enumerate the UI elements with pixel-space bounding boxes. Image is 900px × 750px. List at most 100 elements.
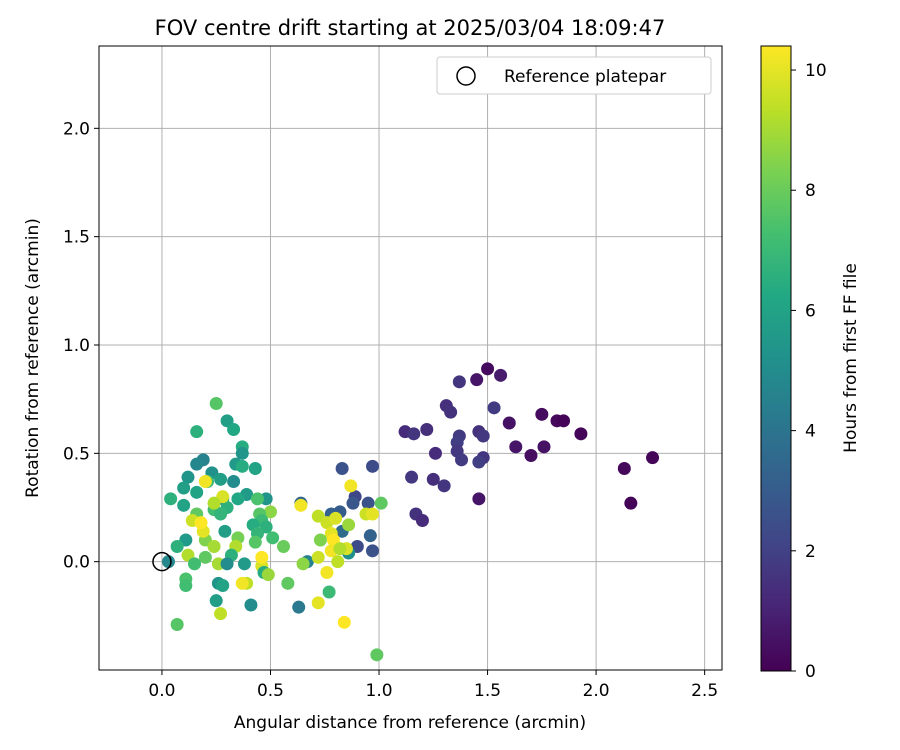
data-point xyxy=(363,529,377,543)
data-point xyxy=(261,568,275,582)
data-point xyxy=(437,479,451,493)
data-point xyxy=(617,462,631,475)
x-axis-ticks: 0.0 0.5 1.0 1.5 2.0 2.5 xyxy=(148,670,718,701)
data-point xyxy=(235,446,249,460)
data-point xyxy=(231,492,245,506)
colorbar: 0 2 4 6 8 10 Hours from first FF file xyxy=(760,45,861,682)
x-tick-label: 1.0 xyxy=(366,681,393,701)
data-point xyxy=(294,498,308,512)
data-point xyxy=(333,542,347,556)
data-point xyxy=(407,427,421,441)
data-point xyxy=(250,492,264,506)
data-point xyxy=(198,550,212,564)
data-point xyxy=(214,607,228,621)
data-point xyxy=(181,470,195,484)
data-point xyxy=(624,496,638,510)
data-point xyxy=(472,455,486,469)
data-point xyxy=(296,557,310,571)
data-point xyxy=(374,496,388,510)
data-point xyxy=(476,429,490,443)
x-tick-label: 0.5 xyxy=(257,681,284,701)
data-point xyxy=(248,535,262,549)
data-point xyxy=(248,462,262,475)
data-point xyxy=(574,427,588,441)
legend-reference-label: Reference platepar xyxy=(504,67,666,87)
data-point xyxy=(535,407,549,421)
data-point xyxy=(209,594,223,608)
x-tick-label: 0.0 xyxy=(148,681,175,701)
data-point xyxy=(329,511,343,525)
data-point xyxy=(361,496,375,510)
data-point xyxy=(366,459,380,473)
data-point xyxy=(415,514,429,527)
data-point xyxy=(179,579,193,592)
data-point xyxy=(342,518,356,532)
data-point xyxy=(337,615,351,629)
data-points xyxy=(161,362,660,662)
data-point xyxy=(537,440,551,454)
data-point xyxy=(370,648,384,662)
data-point xyxy=(170,540,184,553)
y-tick-label: 0.5 xyxy=(63,444,90,464)
data-point xyxy=(244,598,258,612)
data-point xyxy=(344,479,358,493)
x-tick-label: 2.0 xyxy=(583,681,610,701)
data-point xyxy=(164,492,178,506)
data-point xyxy=(502,416,516,430)
x-tick-label: 1.5 xyxy=(474,681,501,701)
colorbar-label: Hours from first FF file xyxy=(841,263,861,453)
data-point xyxy=(335,462,349,475)
data-point xyxy=(320,566,334,579)
y-tick-label: 2.0 xyxy=(63,119,90,139)
data-point xyxy=(188,557,202,571)
data-point xyxy=(177,481,191,495)
data-point xyxy=(646,451,660,465)
data-point xyxy=(207,540,221,553)
data-point xyxy=(190,485,204,499)
data-point xyxy=(426,472,440,486)
data-point xyxy=(313,533,327,547)
data-point xyxy=(216,579,230,592)
colorbar-tick-label: 8 xyxy=(805,181,816,201)
data-point xyxy=(366,544,380,558)
data-point xyxy=(209,397,223,410)
y-tick-label: 0.0 xyxy=(63,553,90,573)
data-point xyxy=(207,496,221,510)
data-point xyxy=(177,498,191,512)
data-point xyxy=(481,362,495,376)
data-point xyxy=(263,505,277,519)
colorbar-tick-label: 6 xyxy=(805,301,816,321)
reference-marker xyxy=(152,551,172,572)
data-point xyxy=(214,472,228,486)
data-point xyxy=(292,600,306,614)
x-tick-label: 2.5 xyxy=(691,681,718,701)
data-point xyxy=(472,492,486,506)
data-point xyxy=(190,425,204,439)
data-point xyxy=(420,423,434,436)
data-point xyxy=(311,550,325,564)
colorbar-tick-label: 0 xyxy=(805,662,816,682)
data-point xyxy=(524,449,538,462)
data-point xyxy=(311,596,325,610)
chart-title: FOV centre drift starting at 2025/03/04 … xyxy=(155,16,666,40)
data-point xyxy=(470,373,484,387)
colorbar-ticks: 0 2 4 6 8 10 xyxy=(791,61,827,682)
data-point xyxy=(366,507,380,521)
data-point xyxy=(255,550,269,564)
data-point xyxy=(161,555,175,569)
data-point xyxy=(277,540,291,553)
data-point xyxy=(227,423,241,436)
y-axis-label: Rotation from reference (arcmin) xyxy=(23,218,43,498)
colorbar-tick-label: 2 xyxy=(805,542,816,562)
data-point xyxy=(322,585,336,599)
data-point xyxy=(235,576,249,590)
plot-frame xyxy=(98,45,723,671)
data-point xyxy=(509,440,523,454)
grid xyxy=(99,46,722,670)
data-point xyxy=(170,618,184,631)
data-point xyxy=(331,555,345,569)
data-point xyxy=(194,516,208,530)
colorbar-tick-label: 4 xyxy=(805,422,816,442)
data-point xyxy=(455,453,469,467)
